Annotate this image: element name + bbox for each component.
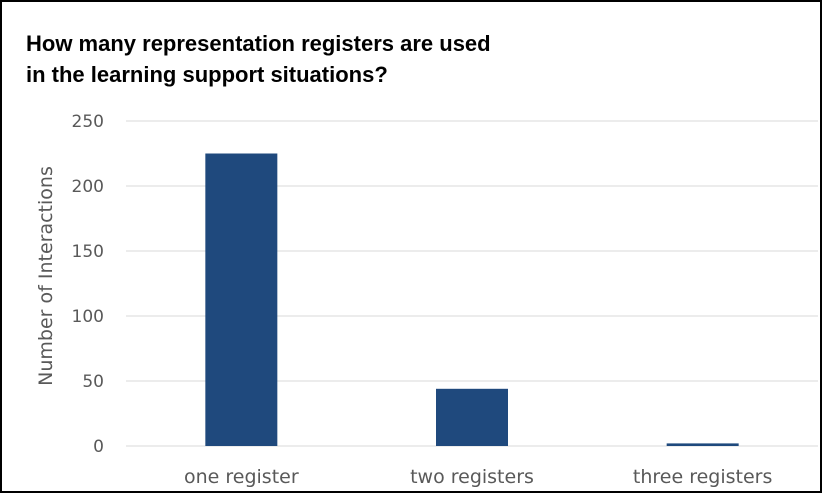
y-tick-label: 200	[72, 177, 104, 197]
chart-title: How many representation registers are us…	[26, 31, 491, 87]
y-axis-ticks: 0 50 100 150 200 250	[72, 112, 104, 457]
y-axis-label: Number of Interactions	[35, 166, 57, 386]
y-tick-label: 0	[93, 437, 104, 457]
x-tick-label: two registers	[410, 466, 534, 488]
y-tick-label: 250	[72, 112, 104, 132]
bars	[205, 153, 739, 446]
x-tick-label: one register	[184, 466, 299, 488]
x-tick-label: three registers	[633, 466, 772, 488]
bar-one-register	[205, 153, 278, 446]
y-tick-label: 150	[72, 242, 104, 262]
x-axis-ticks: one register two registers three registers	[184, 466, 772, 488]
bar-three-registers	[666, 443, 739, 446]
y-tick-label: 50	[82, 372, 104, 392]
bar-two-registers	[436, 388, 508, 446]
y-tick-label: 100	[72, 307, 104, 327]
